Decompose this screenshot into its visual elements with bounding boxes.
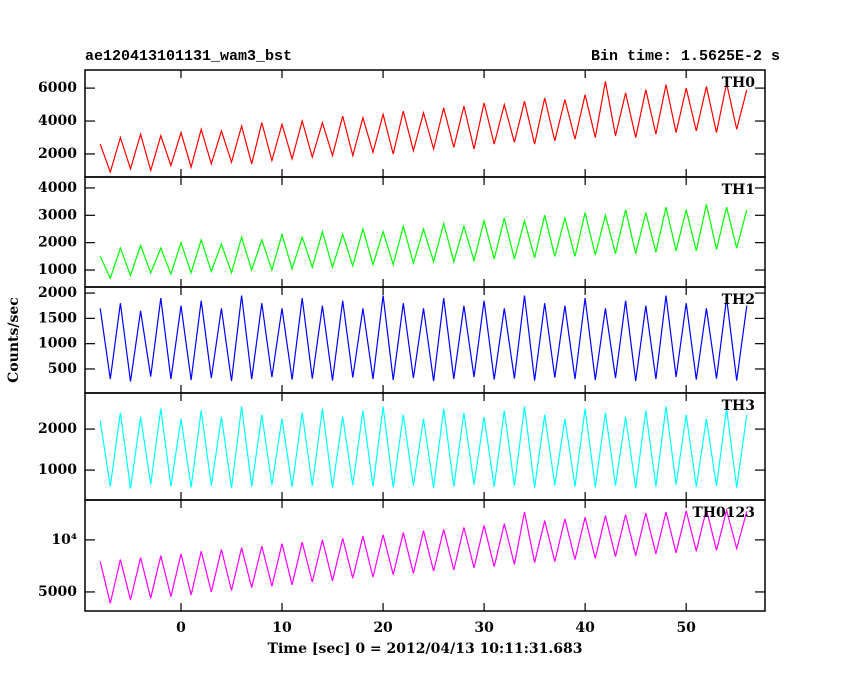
data-line [99,406,748,489]
panel-frame [84,499,766,612]
y-tick-label: 10⁴ [51,532,77,548]
panel-frame [84,286,766,394]
chart-subtitle: Bin time: 1.5625E-2 s [591,48,780,65]
y-axis-label: Counts/sec [6,297,22,383]
y-tick-label: 500 [48,361,77,377]
panel-label: TH2 [722,292,755,308]
data-line [99,508,748,604]
y-tick-label: 5000 [38,584,77,600]
data-line [99,204,748,280]
x-tick-label: 50 [676,620,696,636]
y-tick-label: 2000 [38,285,77,301]
x-tick-label: 10 [272,620,292,636]
y-tick-label: 2000 [38,421,77,437]
panel-label: TH0123 [692,505,755,521]
y-tick-label: 2000 [38,235,77,251]
y-tick-label: 1500 [38,310,77,326]
y-tick-label: 1000 [38,462,77,478]
data-line [99,295,748,382]
y-tick-label: 6000 [38,80,77,96]
chart-title: ae120413101131_wam3_bst [85,48,292,65]
y-tick-label: 3000 [38,207,77,223]
x-tick-label: 40 [575,620,595,636]
panel-label: TH3 [722,398,755,414]
y-tick-label: 1000 [38,336,77,352]
x-tick-label: 0 [176,620,186,636]
y-tick-label: 4000 [38,113,77,129]
panel-frame [84,392,766,501]
panel-label: TH0 [722,75,756,91]
y-tick-label: 2000 [38,146,77,162]
data-line [99,81,748,175]
x-tick-label: 30 [474,620,494,636]
y-tick-label: 4000 [38,180,77,196]
panel-frame [84,69,766,178]
panel-label: TH1 [722,182,755,198]
x-tick-label: 20 [373,620,393,636]
x-axis-label: Time [sec] 0 = 2012/04/13 10:11:31.683 [268,641,583,657]
y-tick-label: 1000 [38,262,77,278]
